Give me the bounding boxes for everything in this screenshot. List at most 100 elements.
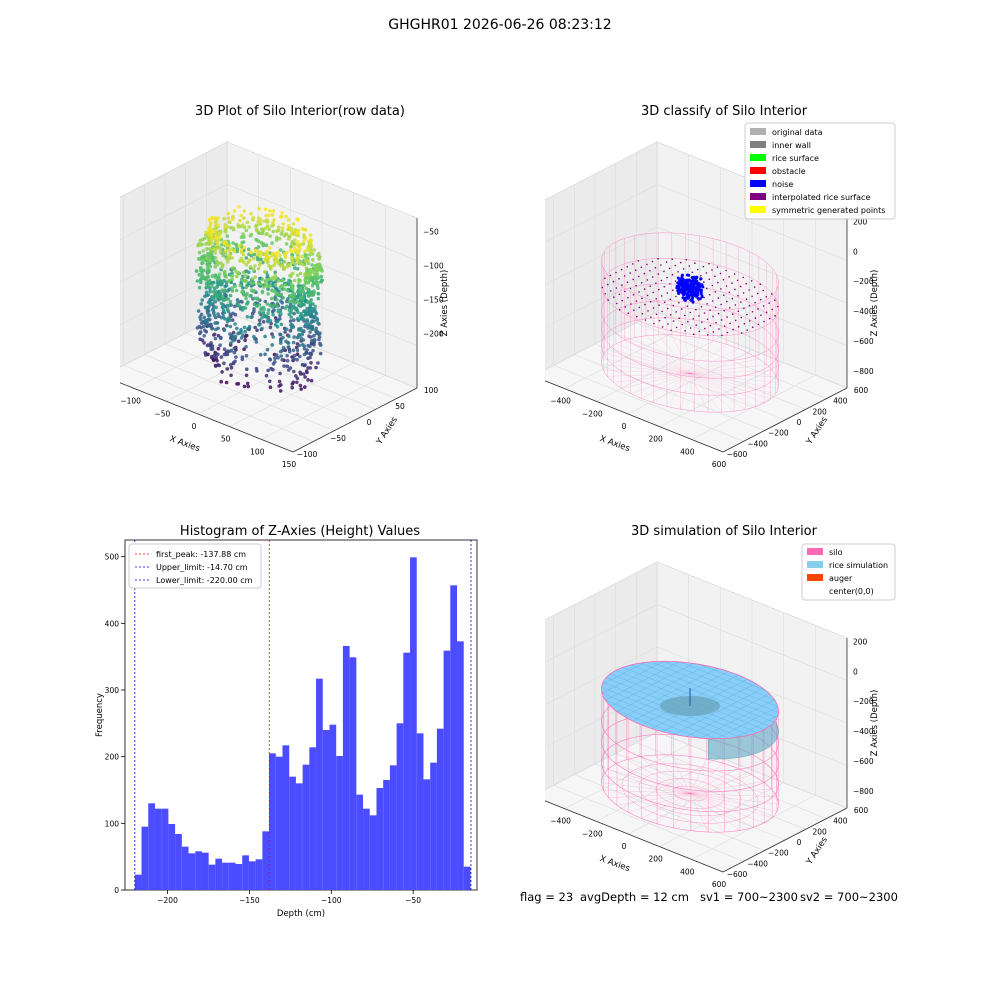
legend-swatch [807,548,823,555]
plot4-y-tick-label: 600 [854,806,869,815]
data-point [196,326,200,330]
interpolated-point [746,298,748,300]
y-tick-label: 100 [105,819,120,828]
interpolated-point [667,292,669,294]
legend-label: rice surface [772,154,819,163]
histogram-bar [135,875,142,890]
data-point [199,318,203,322]
noise-point [683,285,686,288]
data-point [211,344,215,348]
data-point [289,319,293,323]
data-point [296,274,300,278]
interpolated-point [760,299,762,301]
interpolated-point [724,325,726,327]
interpolated-point [671,258,673,260]
noise-point [679,289,682,292]
y-tick-label: 500 [105,553,120,562]
data-point [304,228,308,232]
histogram-bar [417,733,424,890]
data-point [281,336,285,340]
interpolated-point [628,312,630,314]
data-point [278,286,282,290]
data-point [244,286,248,290]
data-point [300,255,304,259]
plot2-x-tick-label: 200 [649,435,664,444]
interpolated-point [672,289,674,291]
data-point [281,296,285,300]
data-point [286,364,290,368]
hist-legend: first_peak: -137.88 cmUpper_limit: -14.7… [129,544,261,588]
data-point [310,293,314,297]
interpolated-point [734,273,736,275]
data-point [208,318,212,322]
data-point [289,366,293,370]
data-point [228,253,232,257]
data-point [231,335,235,339]
noise-point [685,296,688,299]
interpolated-point [621,284,623,286]
sv1-text: sv1 = 700~2300 [700,890,798,904]
data-point [259,353,263,357]
data-point [259,251,263,255]
data-point [261,312,265,316]
legend-swatch [807,561,823,568]
interpolated-point [742,277,744,279]
data-point [263,270,267,274]
interpolated-point [774,315,776,317]
data-point [296,310,300,314]
noise-point [683,292,686,295]
data-point [305,266,309,270]
y-tick-label: 200 [105,753,120,762]
data-point [304,287,308,291]
data-point [231,218,235,222]
data-point [285,251,289,255]
interpolated-point [644,288,646,290]
data-point [225,324,229,328]
data-point [227,216,231,220]
data-point [265,374,269,378]
data-point [260,227,264,231]
data-point [290,243,294,247]
data-point [296,243,300,247]
data-point [251,290,255,294]
histogram-bar [236,864,243,890]
data-point [235,327,239,331]
interpolated-point [670,330,672,332]
interpolated-point [708,263,710,265]
data-point [276,325,280,329]
data-point [209,224,213,228]
interpolated-point [661,280,663,282]
plot1-x-tick-label: 100 [250,447,265,456]
interpolated-point [669,283,671,285]
data-point [274,253,278,257]
data-point [236,332,240,336]
plot2-y-tick-label: 200 [813,407,828,416]
interpolated-point [638,276,640,278]
data-point [213,314,217,318]
plot2-z-axis-label: Z Axies (Depth) [870,270,880,337]
noise-point [684,299,687,302]
data-point [249,250,253,254]
data-point [217,277,221,281]
y-axis-label: Frequency [95,693,105,737]
data-point [305,307,309,311]
interpolated-point [738,326,740,328]
interpolated-point [751,296,753,298]
data-point [268,380,272,384]
interpolated-point [721,335,723,337]
interpolated-point [610,290,612,292]
plot4-legend: silorice simulationaugercenter(0,0) [802,544,895,600]
data-point [309,252,313,256]
interpolated-point [768,302,770,304]
interpolated-point [769,318,771,320]
histogram-bar [209,865,216,890]
data-point [309,306,313,310]
data-point [256,249,260,253]
data-point [259,258,263,262]
data-point [303,273,307,277]
histogram-bar [162,809,169,890]
interpolated-point [690,327,692,329]
data-point [284,215,288,219]
data-point [312,289,316,293]
histogram-bar [202,853,209,890]
